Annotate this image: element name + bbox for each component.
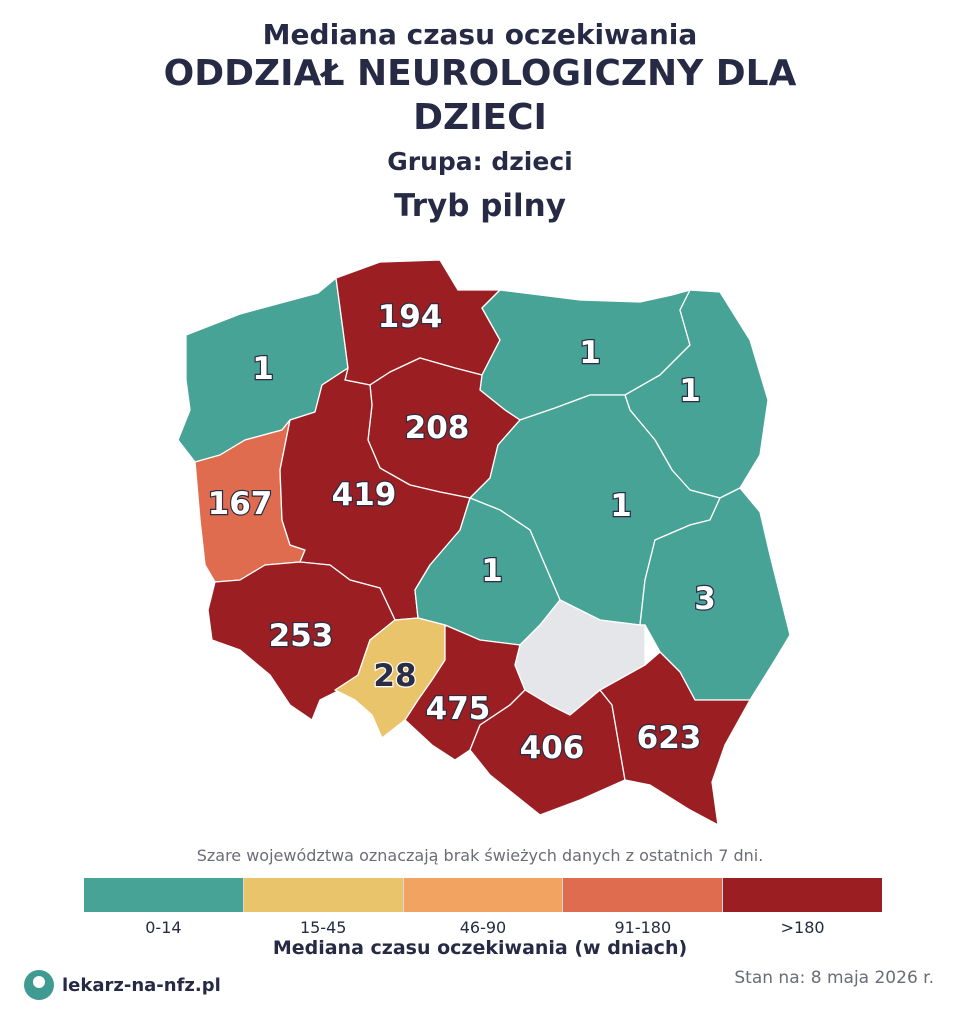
poland-map: 194 1 1 1 208 167 419 1 1 3 253 28 475 4… bbox=[177, 259, 791, 826]
label-wielkopolskie: 419 bbox=[332, 477, 397, 513]
legend-swatch-4: >180 bbox=[723, 878, 882, 937]
label-podlaskie: 1 bbox=[679, 373, 701, 409]
brand-name: lekarz-na-nfz.pl bbox=[62, 974, 221, 996]
label-lubelskie: 3 bbox=[694, 581, 716, 617]
label-malopolskie: 406 bbox=[520, 730, 585, 766]
legend-label: 15-45 bbox=[299, 918, 347, 937]
legend-swatch-3: 91-180 bbox=[563, 878, 724, 937]
data-date: Stan na: 8 maja 2026 r. bbox=[734, 968, 934, 988]
legend-label: 91-180 bbox=[614, 918, 672, 937]
map-title: ODDZIAŁ NEUROLOGICZNY DLA DZIECI bbox=[163, 53, 797, 138]
label-mazowieckie: 1 bbox=[610, 488, 632, 524]
brand[interactable]: lekarz-na-nfz.pl bbox=[24, 970, 221, 1000]
legend-swatch-0: 0-14 bbox=[84, 878, 244, 937]
legend-label: 46-90 bbox=[459, 918, 507, 937]
label-pomorskie: 194 bbox=[378, 299, 443, 335]
legend-label: >180 bbox=[780, 918, 825, 937]
label-podkarpackie: 623 bbox=[637, 720, 702, 756]
legend-swatch-1: 15-45 bbox=[243, 878, 404, 937]
mode-label: Tryb pilny bbox=[394, 188, 566, 224]
group-label: Grupa: dzieci bbox=[387, 147, 573, 176]
label-lubuskie: 167 bbox=[208, 486, 273, 522]
region-podkarpackie[interactable] bbox=[599, 651, 751, 826]
label-kujawsko-pomorskie: 208 bbox=[405, 410, 470, 446]
map-subtitle: Mediana czasu oczekiwania bbox=[262, 18, 698, 51]
label-slaskie: 475 bbox=[426, 691, 491, 727]
label-lodzkie: 1 bbox=[481, 553, 503, 589]
color-legend: 0-14 15-45 46-90 91-180 >180 bbox=[84, 878, 882, 937]
label-dolnoslaskie: 253 bbox=[269, 618, 334, 654]
label-zachodniopomorskie: 1 bbox=[252, 351, 274, 387]
legend-title: Mediana czasu oczekiwania (w dniach) bbox=[272, 937, 688, 959]
label-warminsko-mazurskie: 1 bbox=[579, 335, 601, 371]
brand-logo-icon bbox=[24, 970, 54, 1000]
missing-data-note: Szare województwa oznaczają brak świeżyc… bbox=[196, 846, 764, 865]
legend-swatch-2: 46-90 bbox=[403, 878, 564, 937]
label-opolskie: 28 bbox=[373, 658, 416, 694]
legend-label: 0-14 bbox=[145, 918, 182, 937]
